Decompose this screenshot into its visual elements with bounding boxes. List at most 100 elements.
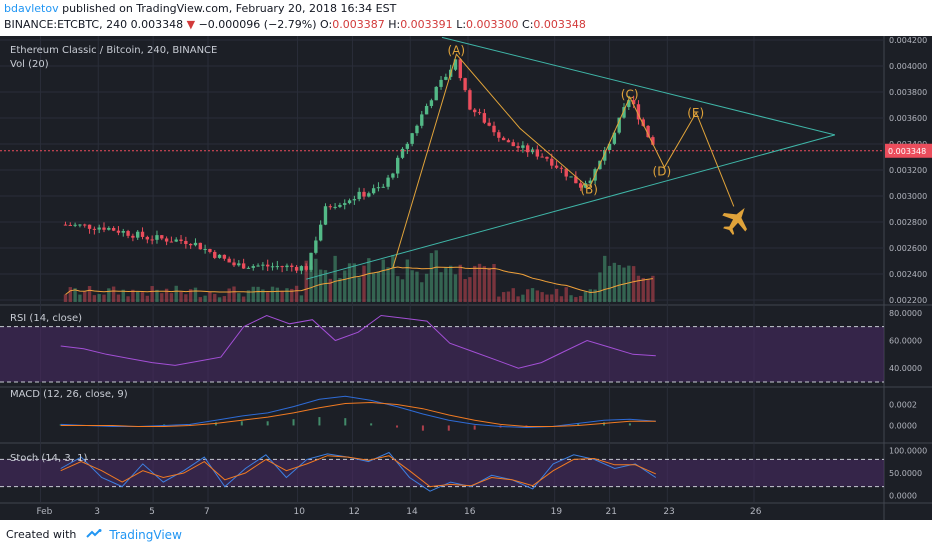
price-candles — [63, 57, 655, 275]
candle-body — [564, 168, 568, 177]
candle-body — [78, 224, 82, 226]
tradingview-link[interactable]: TradingView — [109, 528, 182, 542]
candle-body — [261, 264, 265, 266]
volume-bar — [246, 290, 251, 302]
candle-body — [251, 266, 255, 268]
volume-bar — [333, 255, 337, 302]
indicator-tick-label: 60.0000 — [889, 336, 922, 345]
stoch-d-line — [60, 455, 657, 488]
volume-bar — [631, 266, 636, 302]
volume-bar — [107, 288, 111, 302]
volume-bar — [323, 270, 328, 302]
last-price: 0.003348 — [130, 18, 184, 31]
chart-area[interactable]: (A) (B) (C) (D) (E) 0.004200 0.004000 0.003800… — [0, 36, 932, 520]
volume-bar — [270, 286, 275, 302]
volume-bar — [92, 295, 97, 302]
volume-bar — [314, 258, 318, 302]
volume-bar — [530, 288, 535, 302]
candle-body — [318, 224, 323, 241]
candle-body — [574, 176, 578, 184]
volume-bar — [574, 297, 578, 302]
volume-bar — [145, 295, 150, 302]
price-tick-label: 0.003600 — [889, 114, 927, 123]
volume-bar — [213, 293, 217, 302]
candle-body — [83, 224, 87, 226]
current-price-label: 0.003348 — [888, 147, 926, 156]
candle-body — [241, 263, 246, 269]
indicator-tick-label: 0.0000 — [889, 492, 917, 501]
volume-bar — [550, 294, 554, 302]
candle-body — [280, 266, 284, 268]
volume-bar — [275, 287, 280, 302]
volume-bar — [198, 297, 202, 302]
stoch-legend: Stoch (14, 3, 1) — [10, 453, 87, 464]
candle-body — [550, 158, 554, 166]
candle-body — [140, 231, 145, 237]
volume-bar — [415, 271, 419, 302]
candle-body — [299, 266, 304, 271]
indicator-panes — [0, 314, 884, 492]
candle-body — [126, 231, 130, 236]
volume-bar — [121, 289, 125, 302]
candle-body — [631, 100, 636, 105]
publish-line: bdavletov published on TradingView.com, … — [4, 2, 396, 15]
volume-bar — [328, 278, 332, 302]
candle-body — [111, 227, 116, 231]
volume-bar — [439, 272, 443, 302]
volume-bar — [140, 292, 145, 302]
ohlc-low-value: 0.003300 — [466, 18, 519, 31]
price-tick-label: 0.004200 — [889, 36, 927, 45]
chart-canvas[interactable]: (A) (B) (C) (D) (E) 0.004200 0.004000 0.003800… — [0, 36, 932, 520]
candle-body — [410, 133, 414, 144]
candle-body — [603, 149, 607, 161]
candle-body — [559, 167, 564, 169]
price-tick-label: 0.003000 — [889, 192, 927, 201]
created-with-text: Created with — [6, 528, 77, 541]
candle-body — [588, 180, 592, 184]
candle-body — [362, 191, 366, 197]
candle-body — [68, 224, 72, 226]
candle-body — [116, 230, 121, 233]
volume-bar — [473, 265, 477, 302]
volume-bar — [280, 290, 284, 302]
candle-body — [617, 117, 621, 133]
volume-bar — [73, 288, 77, 302]
candle-body — [270, 266, 275, 268]
candle-body — [323, 206, 328, 225]
author-link[interactable]: bdavletov — [4, 2, 59, 15]
candle-body — [343, 203, 347, 205]
volume-bar — [410, 270, 414, 302]
candle-body — [97, 227, 101, 230]
volume-bar — [386, 267, 390, 302]
candle-body — [121, 231, 125, 233]
volume-bar — [126, 296, 130, 302]
candle-body — [405, 143, 410, 149]
volume-bar — [627, 265, 631, 302]
volume-bar — [155, 289, 159, 302]
ohlc-close-value: 0.003348 — [533, 18, 586, 31]
volume-bar — [164, 288, 169, 302]
volume-bar — [357, 277, 361, 302]
candle-body — [246, 267, 251, 269]
volume-bar — [593, 289, 597, 302]
candle-body — [487, 122, 491, 126]
candle-body — [314, 240, 318, 253]
volume-bar — [511, 288, 515, 302]
time-tick-label: 10 — [294, 507, 306, 517]
candle-body — [439, 79, 443, 87]
candle-body — [453, 59, 458, 70]
volume-bar — [521, 294, 525, 302]
volume-bar — [468, 277, 472, 302]
volume-bar — [188, 289, 193, 302]
drawings: (A) (B) (C) (D) (E) — [0, 36, 884, 280]
candle-body — [646, 125, 650, 138]
volume-bar — [179, 291, 183, 302]
candle-body — [304, 266, 308, 270]
time-axis: Feb 3 5 7 10 12 14 16 19 21 23 26 — [36, 507, 761, 517]
wave-pattern-line — [392, 53, 735, 268]
candle-body — [213, 251, 217, 258]
candle-body — [347, 200, 352, 204]
chart-header: bdavletov published on TradingView.com, … — [0, 0, 932, 36]
candle-body — [87, 224, 92, 229]
candle-body — [458, 59, 462, 79]
